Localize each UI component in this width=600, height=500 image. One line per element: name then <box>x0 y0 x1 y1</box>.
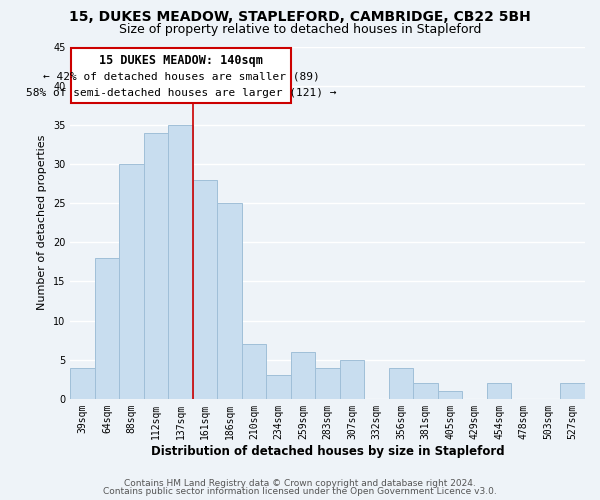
Bar <box>413 383 438 399</box>
Bar <box>144 132 169 399</box>
Text: 15, DUKES MEADOW, STAPLEFORD, CAMBRIDGE, CB22 5BH: 15, DUKES MEADOW, STAPLEFORD, CAMBRIDGE,… <box>69 10 531 24</box>
X-axis label: Distribution of detached houses by size in Stapleford: Distribution of detached houses by size … <box>151 444 505 458</box>
Bar <box>95 258 119 399</box>
Bar <box>389 368 413 399</box>
Bar <box>242 344 266 399</box>
Text: Size of property relative to detached houses in Stapleford: Size of property relative to detached ho… <box>119 22 481 36</box>
Text: 58% of semi-detached houses are larger (121) →: 58% of semi-detached houses are larger (… <box>26 88 336 98</box>
Bar <box>291 352 316 399</box>
Bar <box>487 383 511 399</box>
Bar <box>438 391 463 399</box>
Bar <box>266 376 291 399</box>
Text: Contains public sector information licensed under the Open Government Licence v3: Contains public sector information licen… <box>103 487 497 496</box>
Bar <box>193 180 217 399</box>
Text: ← 42% of detached houses are smaller (89): ← 42% of detached houses are smaller (89… <box>43 72 319 82</box>
Y-axis label: Number of detached properties: Number of detached properties <box>37 135 47 310</box>
Text: Contains HM Land Registry data © Crown copyright and database right 2024.: Contains HM Land Registry data © Crown c… <box>124 478 476 488</box>
Bar <box>217 203 242 399</box>
Bar <box>119 164 144 399</box>
Bar <box>560 383 585 399</box>
Bar <box>340 360 364 399</box>
FancyBboxPatch shape <box>71 48 291 103</box>
Bar <box>70 368 95 399</box>
Bar <box>169 125 193 399</box>
Bar <box>316 368 340 399</box>
Text: 15 DUKES MEADOW: 140sqm: 15 DUKES MEADOW: 140sqm <box>99 54 263 66</box>
